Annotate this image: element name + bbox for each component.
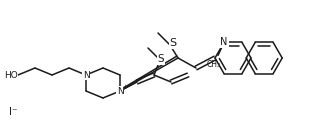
Text: N: N (83, 71, 89, 79)
Text: N: N (117, 87, 123, 95)
Text: +: + (122, 83, 128, 88)
Text: S: S (169, 38, 177, 48)
Text: HO: HO (4, 71, 18, 79)
Text: N: N (220, 37, 228, 47)
Text: CH₃: CH₃ (207, 60, 221, 69)
Text: I⁻: I⁻ (9, 107, 17, 117)
Text: S: S (158, 54, 164, 64)
